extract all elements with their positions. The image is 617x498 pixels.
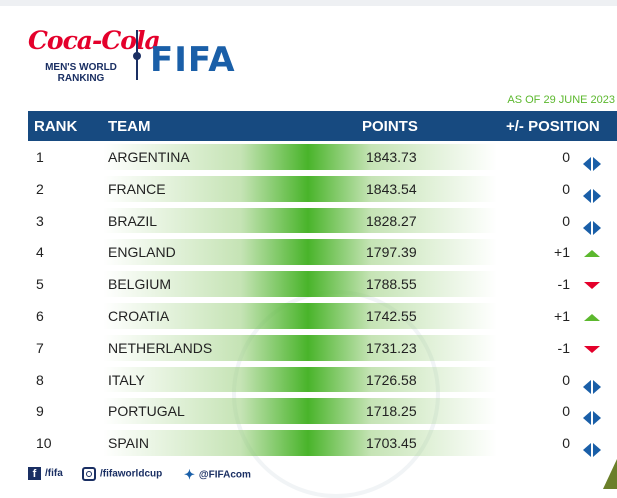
rank-cell: 8 [36, 371, 44, 388]
row-highlight-band [103, 207, 497, 234]
team-cell: ITALY [108, 371, 145, 388]
table-row: 2 FRANCE 1843.54 0 [28, 173, 617, 205]
table-row: 4 ENGLAND 1797.39 +1 [28, 236, 617, 268]
points-cell: 1843.54 [366, 180, 417, 197]
down-arrow-icon [584, 345, 600, 353]
top-strip [0, 0, 617, 6]
team-cell: BRAZIL [108, 212, 158, 229]
points-cell: 1718.25 [366, 403, 417, 420]
row-highlight-band [103, 302, 497, 329]
table-row: 1 ARGENTINA 1843.73 0 [28, 141, 617, 173]
rank-cell: 6 [36, 307, 44, 324]
logo-area: Coca-Cola MEN'S WORLD RANKING FIFA [28, 24, 248, 90]
position-change-cell: 0 [562, 403, 570, 420]
position-change-cell: -1 [557, 339, 570, 356]
row-highlight-band [103, 175, 497, 202]
trend-indicator [580, 338, 606, 356]
logo-divider [133, 30, 141, 80]
position-change-cell: +1 [554, 244, 570, 261]
twitter-handle: @FIFAcom [198, 469, 251, 481]
position-change-cell: +1 [554, 307, 570, 324]
facebook-handle: /fifa [45, 468, 63, 480]
table-row: 3 BRAZIL 1828.27 0 [28, 205, 617, 237]
points-cell: 1731.23 [366, 339, 417, 356]
points-cell: 1797.39 [366, 244, 417, 261]
as-of-date: AS OF 29 JUNE 2023 [507, 94, 615, 106]
table-header: RANK TEAM POINTS +/- POSITION [28, 111, 617, 141]
corner-decoration [603, 459, 617, 489]
position-change-cell: 0 [562, 212, 570, 229]
row-highlight-band [103, 430, 497, 456]
rank-cell: 3 [36, 212, 44, 229]
points-cell: 1788.55 [366, 276, 417, 293]
position-change-cell: 0 [562, 149, 570, 165]
table-row: 6 CROATIA 1742.55 +1 [28, 300, 617, 332]
rank-cell: 10 [36, 435, 52, 452]
instagram-link[interactable]: /fifaworldcup [82, 467, 162, 481]
header-rank: RANK [34, 118, 78, 135]
twitter-icon: ✦ [184, 467, 195, 482]
rank-cell: 1 [36, 149, 44, 165]
twitter-link[interactable]: ✦ @FIFAcom [184, 467, 251, 483]
row-highlight-band [103, 398, 497, 425]
facebook-icon: f [28, 467, 41, 480]
position-change-cell: -1 [557, 276, 570, 293]
trend-indicator [580, 179, 606, 203]
facebook-link[interactable]: f/fifa [28, 467, 63, 480]
sponsor-logo: Coca-Cola [28, 26, 161, 55]
trend-indicator [580, 274, 606, 292]
row-highlight-band [103, 271, 497, 297]
points-cell: 1742.55 [366, 307, 417, 324]
team-cell: ENGLAND [108, 244, 176, 261]
table-row: 8 ITALY 1726.58 0 [28, 364, 617, 396]
points-cell: 1828.27 [366, 212, 417, 229]
up-arrow-icon [584, 250, 600, 258]
instagram-icon [82, 467, 96, 481]
team-cell: BELGIUM [108, 276, 172, 293]
rank-cell: 9 [36, 403, 44, 420]
trend-indicator [580, 211, 606, 235]
ranking-title-line2: RANKING [57, 73, 105, 84]
trend-indicator [580, 147, 606, 171]
header-team: TEAM [108, 118, 151, 135]
row-highlight-band [103, 239, 497, 266]
points-cell: 1843.73 [366, 149, 417, 165]
row-highlight-band [103, 334, 497, 361]
rank-cell: 4 [36, 244, 44, 261]
position-change-cell: 0 [562, 371, 570, 388]
team-cell: PORTUGAL [108, 403, 185, 420]
table-row: 7 NETHERLANDS 1731.23 -1 [28, 332, 617, 364]
trend-indicator [580, 370, 606, 394]
ranking-title-line1: MEN'S WORLD [45, 62, 117, 73]
points-cell: 1703.45 [366, 435, 417, 452]
points-cell: 1726.58 [366, 371, 417, 388]
team-cell: NETHERLANDS [108, 339, 213, 356]
team-cell: CROATIA [108, 307, 170, 324]
header-points: POINTS [362, 118, 418, 135]
table-row: 5 BELGIUM 1788.55 -1 [28, 268, 617, 300]
trend-indicator [580, 401, 606, 426]
table-row: 10 SPAIN 1703.45 0 [28, 427, 617, 459]
trend-indicator [580, 306, 606, 324]
ranking-title: MEN'S WORLD RANKING [36, 62, 126, 84]
down-arrow-icon [584, 282, 600, 290]
row-highlight-band [103, 144, 497, 170]
fifa-logo: FIFA [150, 40, 236, 80]
rank-cell: 7 [36, 339, 44, 356]
team-cell: ARGENTINA [108, 149, 190, 165]
trend-indicator [580, 242, 606, 260]
table-row: 9 PORTUGAL 1718.25 0 [28, 395, 617, 427]
header-position: +/- POSITION [506, 118, 600, 135]
up-arrow-icon [584, 313, 600, 321]
team-cell: SPAIN [108, 435, 149, 452]
instagram-handle: /fifaworldcup [100, 468, 163, 480]
rank-cell: 5 [36, 276, 44, 293]
trend-indicator [580, 433, 606, 458]
row-highlight-band [103, 366, 497, 393]
team-cell: FRANCE [108, 180, 166, 197]
position-change-cell: 0 [562, 180, 570, 197]
rank-cell: 2 [36, 180, 44, 197]
ranking-table: 1 ARGENTINA 1843.73 0 2 FRANCE 1843.54 0 3 BRAZIL… [28, 141, 617, 460]
position-change-cell: 0 [562, 435, 570, 452]
